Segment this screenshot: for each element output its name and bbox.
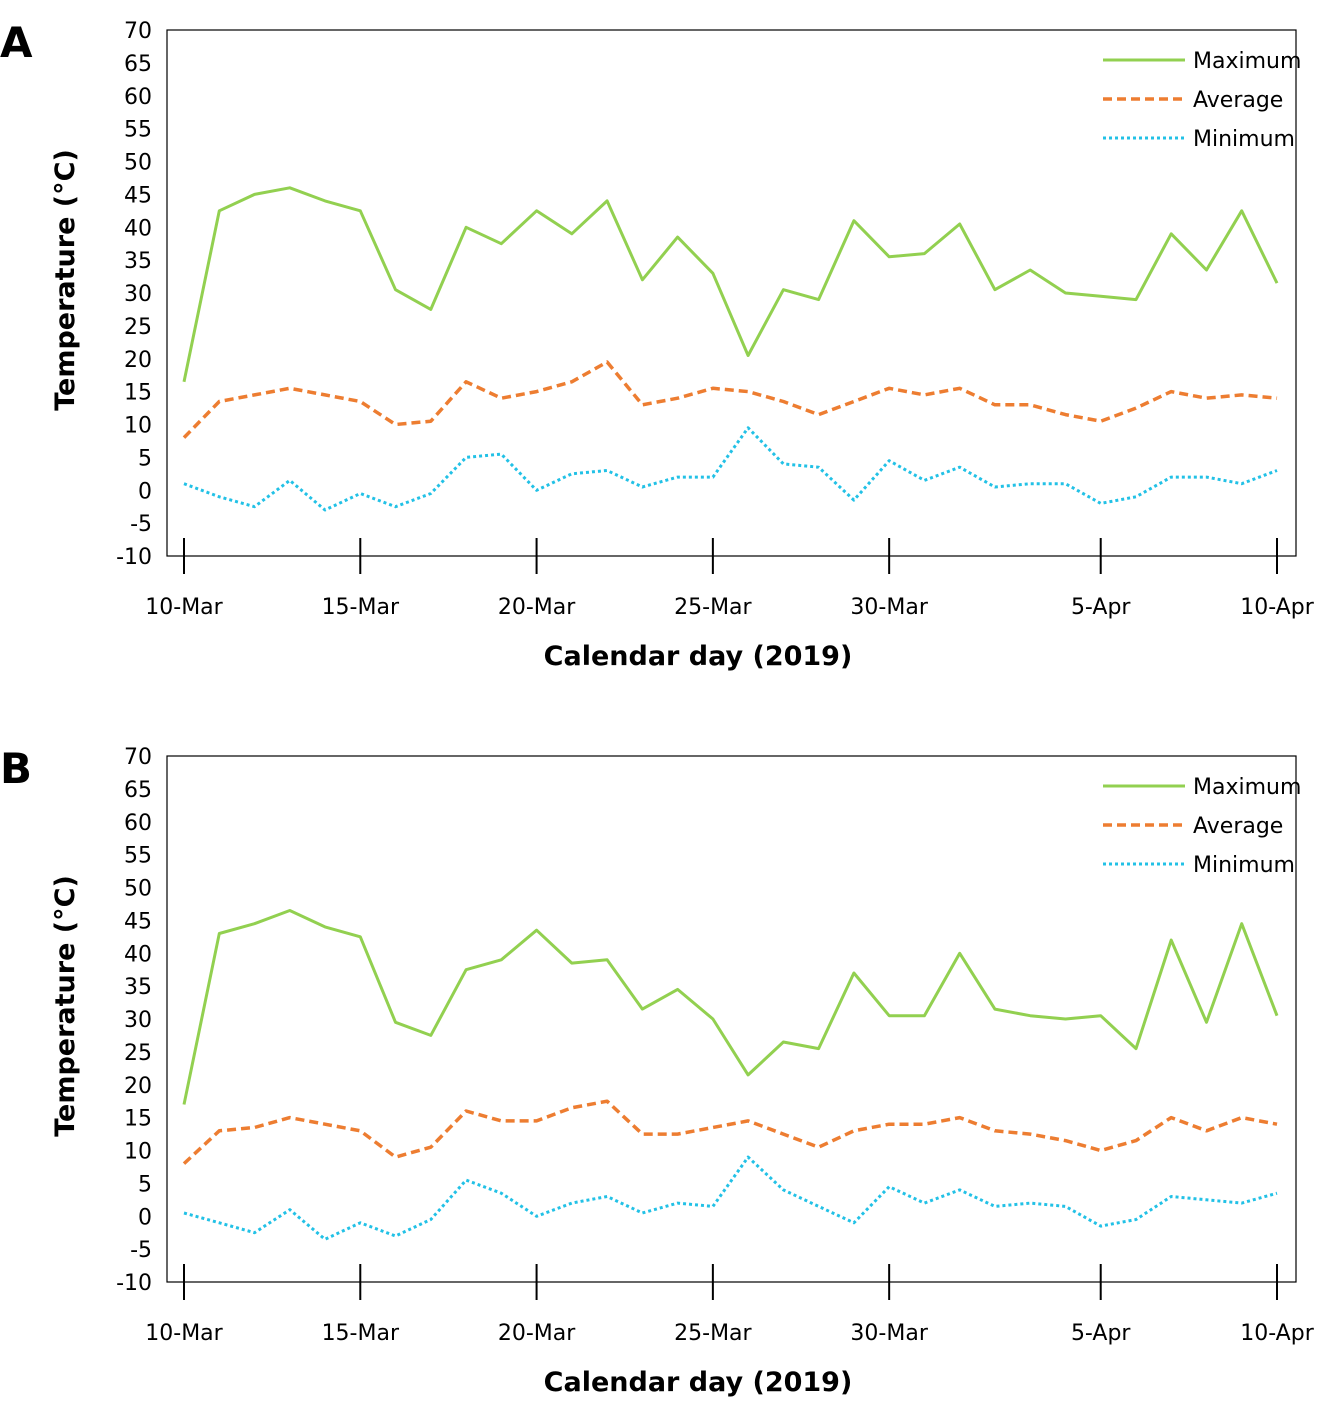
series-line-minimum	[184, 1157, 1277, 1239]
x-axis-title: Calendar day (2019)	[544, 1367, 853, 1398]
y-tick-label: -5	[130, 1238, 152, 1263]
x-tick-label: 15-Mar	[322, 595, 400, 620]
x-tick-label: 30-Mar	[850, 595, 928, 620]
y-tick-label: 0	[138, 1205, 152, 1230]
series-line-average	[184, 1101, 1277, 1163]
legend-label-average: Average	[1193, 814, 1283, 839]
y-tick-label: 20	[124, 1074, 152, 1099]
x-tick-label: 10-Mar	[145, 1321, 223, 1346]
x-axis-title: Calendar day (2019)	[544, 641, 853, 672]
y-tick-label: 70	[124, 19, 152, 44]
plot-frame	[167, 756, 1296, 1282]
legend-label-average: Average	[1193, 88, 1283, 113]
legend-label-maximum: Maximum	[1193, 775, 1301, 800]
y-tick-label: 10	[124, 1140, 152, 1165]
y-tick-label: 60	[124, 811, 152, 836]
y-tick-label: 5	[138, 1172, 152, 1197]
x-tick-label: 10-Apr	[1240, 595, 1314, 620]
x-tick-label: 25-Mar	[674, 595, 752, 620]
y-tick-label: 65	[124, 778, 152, 803]
y-tick-label: 25	[124, 1041, 152, 1066]
series-line-minimum	[184, 428, 1277, 510]
y-axis-title: Temperature (°C)	[50, 875, 81, 1137]
y-tick-label: 45	[124, 909, 152, 934]
y-tick-label: 50	[124, 877, 152, 902]
y-tick-label: 5	[138, 446, 152, 471]
legend-label-minimum: Minimum	[1193, 853, 1295, 878]
x-tick-label: 25-Mar	[674, 1321, 752, 1346]
y-tick-label: 40	[124, 942, 152, 967]
y-axis-title: Temperature (°C)	[50, 149, 81, 411]
plot-frame	[167, 30, 1296, 556]
series-line-maximum	[184, 911, 1277, 1105]
y-tick-label: 40	[124, 216, 152, 241]
y-tick-label: 20	[124, 348, 152, 373]
y-tick-label: 55	[124, 844, 152, 869]
y-tick-label: 65	[124, 52, 152, 77]
y-tick-label: 35	[124, 975, 152, 1000]
y-tick-label: 25	[124, 315, 152, 340]
y-tick-label: 70	[124, 745, 152, 770]
x-tick-label: 10-Mar	[145, 595, 223, 620]
series-line-maximum	[184, 188, 1277, 382]
x-tick-label: 10-Apr	[1240, 1321, 1314, 1346]
y-tick-label: -5	[130, 512, 152, 537]
y-tick-label: -10	[116, 545, 152, 570]
legend-label-minimum: Minimum	[1193, 127, 1295, 152]
x-tick-label: 5-Apr	[1071, 1321, 1131, 1346]
legend-label-maximum: Maximum	[1193, 49, 1301, 74]
x-tick-label: 20-Mar	[498, 595, 576, 620]
y-tick-label: 60	[124, 85, 152, 110]
x-tick-label: 20-Mar	[498, 1321, 576, 1346]
y-tick-label: 30	[124, 1008, 152, 1033]
x-tick-label: 30-Mar	[850, 1321, 928, 1346]
y-tick-label: 50	[124, 151, 152, 176]
y-tick-label: -10	[116, 1271, 152, 1296]
x-tick-label: 5-Apr	[1071, 595, 1131, 620]
y-tick-label: 15	[124, 381, 152, 406]
y-tick-label: 15	[124, 1107, 152, 1132]
y-tick-label: 30	[124, 282, 152, 307]
series-line-average	[184, 362, 1277, 438]
y-tick-label: 0	[138, 479, 152, 504]
x-tick-label: 15-Mar	[322, 1321, 400, 1346]
y-tick-label: 35	[124, 249, 152, 274]
y-tick-label: 55	[124, 118, 152, 143]
y-tick-label: 45	[124, 183, 152, 208]
y-tick-label: 10	[124, 414, 152, 439]
